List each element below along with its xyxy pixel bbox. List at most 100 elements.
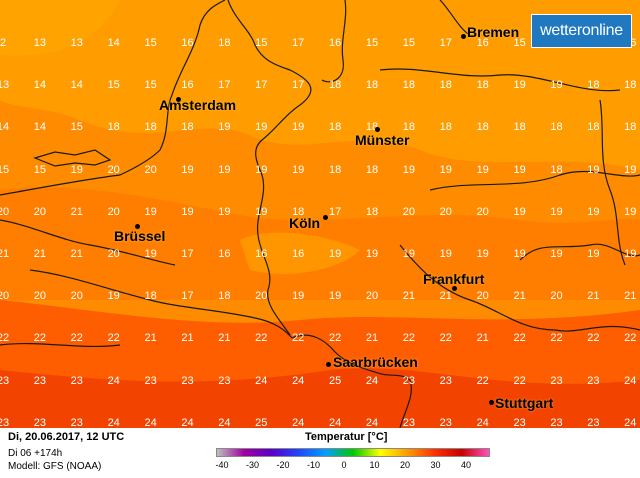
grid-value: 19 (550, 79, 563, 92)
grid-value: 15 (144, 37, 157, 49)
grid-value: 20 (33, 205, 47, 218)
grid-value: 16 (476, 37, 489, 49)
legend-tick: -40 (215, 460, 229, 470)
grid-value: 25 (328, 374, 342, 387)
city-label-saarbruecken[interactable]: Saarbrücken (333, 354, 418, 370)
grid-value: 17 (328, 205, 342, 218)
grid-value: 22 (328, 332, 342, 345)
grid-value: 22 (33, 332, 47, 345)
border-lang (0, 219, 176, 266)
city-label-amsterdam[interactable]: Amsterdam (159, 97, 237, 113)
city-label-bruessel[interactable]: Brüssel (114, 228, 166, 244)
grid-value: 18 (292, 205, 305, 218)
coastline-nl-be (0, 0, 226, 196)
grid-value: 20 (402, 205, 416, 218)
grid-value: 19 (513, 79, 526, 92)
grid-value: 17 (292, 37, 305, 49)
grid-value: 20 (107, 248, 120, 260)
border-rhine-south (399, 379, 412, 428)
city-label-muenster[interactable]: Münster (355, 132, 410, 148)
border-state-3 (399, 244, 640, 332)
grid-value: 18 (587, 121, 600, 134)
map-footer: Di, 20.06.2017, 12 UTC Di 06 +174h Model… (0, 428, 640, 478)
legend-tick: 30 (430, 460, 441, 470)
grid-value: 15 (0, 163, 10, 176)
grid-value: 23 (402, 374, 416, 387)
grid-value: 21 (624, 290, 637, 303)
grid-value: 18 (402, 79, 416, 92)
grid-value: 16 (292, 248, 305, 260)
grid-value: 16 (328, 37, 342, 49)
grid-value: 15 (402, 37, 416, 49)
grid-value: 20 (144, 163, 157, 176)
legend-title: Temperatur [°C] (305, 431, 388, 443)
city-label-frankfurt[interactable]: Frankfurt (423, 271, 485, 287)
grid-value: 23 (402, 416, 416, 428)
grid-value: 22 (70, 332, 83, 345)
grid-value: 20 (70, 290, 83, 303)
grid-value: 19 (587, 163, 600, 176)
grid-value: 15 (107, 79, 120, 92)
border-weser (439, 0, 471, 36)
border-state-2 (429, 170, 640, 191)
grid-value: 19 (144, 248, 157, 260)
grid-value: 24 (365, 374, 379, 387)
grid-value: 25 (255, 416, 268, 428)
grid-value: 14 (107, 37, 120, 49)
city-dot-bremen (460, 33, 466, 39)
grid-value: 19 (513, 163, 526, 176)
grid-value: 19 (513, 248, 526, 260)
grid-value: 24 (476, 416, 489, 428)
temperature-legend-bar (216, 448, 490, 457)
grid-value: 22 (476, 374, 489, 387)
grid-value: 21 (0, 248, 10, 260)
grid-value: 20 (476, 290, 489, 303)
grid-value: 19 (587, 205, 600, 218)
grid-value: 22 (587, 332, 600, 345)
city-dot-koeln (322, 214, 328, 220)
grid-value: 23 (587, 416, 600, 428)
grid-value: 17 (181, 248, 194, 260)
grid-value: 15 (255, 37, 268, 49)
grid-value: 14 (33, 79, 47, 92)
grid-value: 20 (365, 290, 379, 303)
grid-value: 18 (328, 121, 342, 134)
logo-text: wetteronline (540, 22, 623, 39)
grid-value: 22 (513, 374, 526, 387)
grid-value: 16 (181, 79, 194, 92)
city-label-stuttgart[interactable]: Stuttgart (495, 395, 554, 411)
wetteronline-logo[interactable]: wetteronline (531, 14, 632, 48)
grid-value: 22 (0, 332, 10, 345)
map-canvas (0, 0, 640, 428)
grid-value: 18 (476, 79, 489, 92)
grid-value: 15 (70, 121, 83, 134)
grid-value: 19 (587, 248, 600, 260)
grid-value: 13 (70, 37, 83, 49)
city-label-koeln[interactable]: Köln (289, 215, 321, 231)
grid-value: 24 (181, 416, 194, 428)
cool-zone-north-sea (0, 0, 120, 56)
grid-value: 21 (476, 332, 489, 345)
grid-value: 18 (328, 79, 342, 92)
legend-tick: 40 (460, 460, 471, 470)
cool-zone (0, 0, 640, 170)
grid-value: 24 (292, 374, 305, 387)
grid-value: 18 (550, 121, 563, 134)
grid-value: 18 (587, 79, 600, 92)
grid-value: 22 (624, 332, 637, 345)
grid-value: 18 (365, 205, 379, 218)
grid-value: 19 (439, 248, 452, 260)
grid-value: 17 (218, 79, 231, 92)
grid-value: 16 (218, 248, 231, 260)
grid-value: 15 (513, 37, 526, 49)
grid-value: 19 (107, 290, 120, 303)
grid-value: 19 (476, 163, 489, 176)
city-label-bremen[interactable]: Bremen (467, 24, 520, 40)
legend-tick: -20 (276, 460, 290, 470)
grid-value: 14 (0, 121, 10, 134)
grid-value: 16 (181, 37, 194, 49)
border-ems (321, 0, 347, 83)
grid-value: 18 (144, 121, 157, 134)
grid-value: 20 (439, 205, 452, 218)
border-nl-de (227, 0, 312, 336)
